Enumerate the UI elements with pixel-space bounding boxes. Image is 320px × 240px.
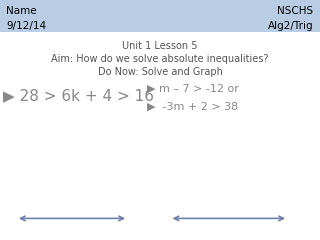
Text: Name: Name: [6, 6, 37, 16]
Text: Alg2/Trig: Alg2/Trig: [268, 21, 314, 31]
Text: NSCHS: NSCHS: [277, 6, 314, 16]
Text: 9/12/14: 9/12/14: [6, 21, 46, 31]
Text: Do Now: Solve and Graph: Do Now: Solve and Graph: [98, 67, 222, 77]
Text: Aim: How do we solve absolute inequalities?: Aim: How do we solve absolute inequaliti…: [51, 54, 269, 64]
FancyBboxPatch shape: [0, 0, 320, 32]
Text: ▶ 28 > 6k + 4 > 16: ▶ 28 > 6k + 4 > 16: [3, 89, 154, 103]
Text: ▶  -3m + 2 > 38: ▶ -3m + 2 > 38: [147, 102, 238, 112]
Text: ▶ m – 7 > -12 or: ▶ m – 7 > -12 or: [147, 84, 239, 94]
Text: Unit 1 Lesson 5: Unit 1 Lesson 5: [122, 41, 198, 51]
